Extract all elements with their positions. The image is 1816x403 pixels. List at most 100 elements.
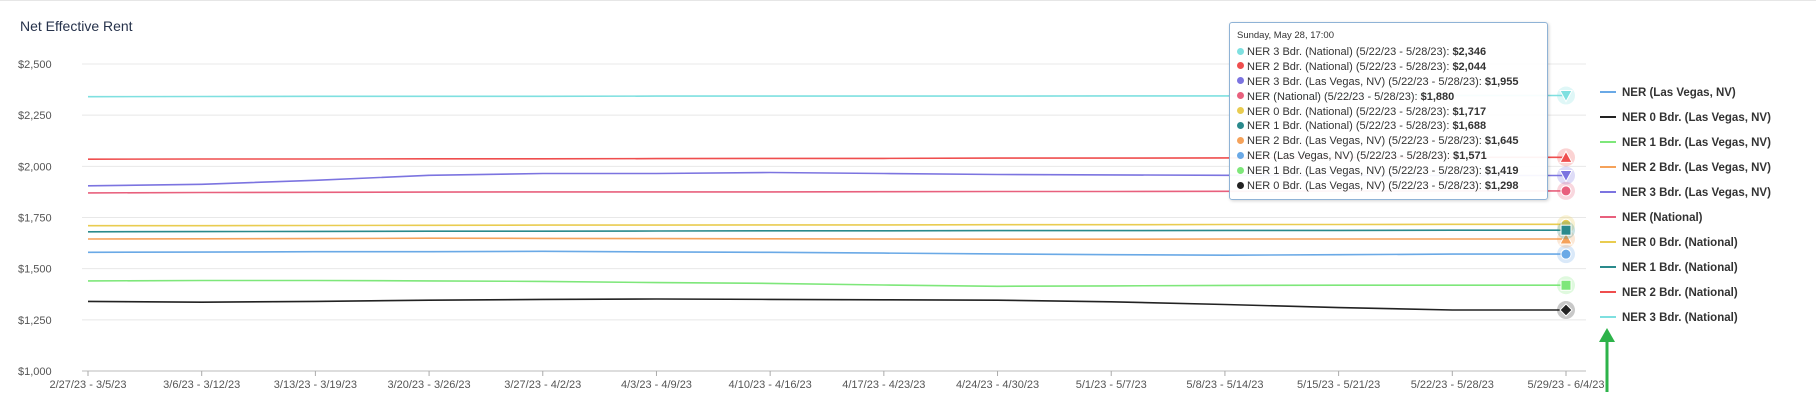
legend-item[interactable]: NER 3 Bdr. (National) (1600, 311, 1812, 336)
legend-label: NER 0 Bdr. (Las Vegas, NV) (1622, 112, 1771, 124)
legend-item[interactable]: NER 2 Bdr. (National) (1600, 286, 1812, 311)
tooltip-value: $1,955 (1484, 75, 1519, 88)
y-tick-label: $1,250 (18, 315, 52, 327)
y-tick-label: $2,000 (18, 161, 52, 173)
legend-swatch (1600, 240, 1616, 243)
legend-label: NER 2 Bdr. (National) (1622, 287, 1738, 299)
gridlines (82, 63, 1586, 372)
legend-item[interactable]: NER (Las Vegas, NV) (1600, 86, 1812, 111)
tooltip-dot (1237, 62, 1244, 70)
tooltip-value: $1,880 (1420, 90, 1455, 103)
legend-item[interactable]: NER 1 Bdr. (Las Vegas, NV) (1600, 136, 1812, 161)
tooltip-dot (1237, 107, 1244, 115)
tooltip-dot (1237, 122, 1244, 130)
series-marker-4 (1559, 170, 1573, 183)
x-tick-label: 4/10/23 - 4/16/23 (729, 379, 812, 391)
series-line-2 (87, 279, 1566, 288)
series-line-3 (87, 237, 1566, 240)
tooltip-label: NER 0 Bdr. (National) (5/22/23 - 5/28/23… (1247, 105, 1453, 118)
series-marker-7 (1560, 224, 1572, 236)
series-marker-3 (1559, 231, 1573, 245)
legend-label: NER 2 Bdr. (Las Vegas, NV) (1622, 162, 1771, 174)
x-tick-label: 5/29/23 - 6/4/23 (1527, 379, 1604, 391)
x-tick-label: 3/27/23 - 4/2/23 (504, 379, 581, 391)
tooltip-label: NER (Las Vegas, NV) (5/22/23 - 5/28/23): (1247, 150, 1454, 163)
top-border (0, 0, 1816, 1)
tooltip-value: $1,688 (1452, 120, 1487, 133)
tooltip-row: NER (National) (5/22/23 - 5/28/23): $1,8… (1237, 90, 1540, 105)
legend-label: NER 0 Bdr. (National) (1622, 237, 1738, 249)
tooltip-header: Sunday, May 28, 17:00 (1237, 30, 1334, 41)
x-axis: 2/27/23 - 3/5/23 3/6/23 - 3/12/23 3/13/23 … (49, 371, 1605, 391)
x-tick-label: 4/24/23 - 4/30/23 (956, 379, 1039, 391)
legend-item[interactable]: NER (National) (1600, 211, 1812, 236)
tooltip-row: NER 2 Bdr. (National) (5/22/23 - 5/28/23… (1237, 60, 1540, 75)
series-line-1 (87, 298, 1566, 311)
y-tick-label: $2,250 (18, 110, 52, 122)
x-tick-label: 3/13/23 - 3/19/23 (274, 379, 357, 391)
x-tick-label: 3/20/23 - 3/26/23 (387, 379, 470, 391)
tooltip-label: NER 3 Bdr. (National) (5/22/23 - 5/28/23… (1247, 46, 1453, 58)
tooltip-rows: NER 3 Bdr. (National) (5/22/23 - 5/28/23… (1237, 45, 1540, 194)
up-arrow-icon (1599, 328, 1615, 392)
legend-swatch (1600, 190, 1616, 193)
x-tick-label: 3/6/23 - 3/12/23 (163, 379, 240, 391)
chart-tooltip: Sunday, May 28, 17:00 NER 3 Bdr. (Nation… (1229, 22, 1548, 200)
arrow-head (1599, 328, 1615, 342)
tooltip-value: $1,717 (1452, 105, 1487, 118)
tooltip-row: NER 0 Bdr. (Las Vegas, NV) (5/22/23 - 5/… (1237, 179, 1540, 194)
tooltip-value: $1,419 (1484, 165, 1519, 178)
chart-title: Net Effective Rent (20, 18, 133, 34)
series-marker-9 (1559, 90, 1573, 103)
tooltip-value: $1,645 (1484, 135, 1519, 148)
series-line-7 (87, 229, 1566, 233)
tooltip-dot (1237, 136, 1244, 144)
tooltip-row: NER 3 Bdr. (National) (5/22/23 - 5/28/23… (1237, 45, 1540, 60)
x-tick-label: 4/3/23 - 4/9/23 (621, 379, 692, 391)
tooltip-row: NER 3 Bdr. (Las Vegas, NV) (5/22/23 - 5/… (1237, 75, 1540, 90)
legend-label: NER (National) (1622, 212, 1703, 224)
tooltip-label: NER 2 Bdr. (Las Vegas, NV) (5/22/23 - 5/… (1247, 135, 1485, 148)
tooltip-label: NER (National) (5/22/23 - 5/28/23): (1247, 90, 1421, 103)
tooltip-label: NER 3 Bdr. (Las Vegas, NV) (5/22/23 - 5/… (1247, 75, 1485, 88)
legend-item[interactable]: NER 3 Bdr. (Las Vegas, NV) (1600, 186, 1812, 211)
legend-swatch (1600, 140, 1616, 143)
tooltip-dot (1237, 77, 1244, 85)
series-line-0 (87, 250, 1566, 257)
legend-item[interactable]: NER 0 Bdr. (National) (1600, 236, 1812, 261)
series-marker-0 (1560, 248, 1572, 260)
legend-item[interactable]: NER 2 Bdr. (Las Vegas, NV) (1600, 161, 1812, 186)
legend-swatch (1600, 315, 1616, 318)
tooltip-label: NER 1 Bdr. (National) (5/22/23 - 5/28/23… (1247, 120, 1453, 133)
x-tick-label: 4/17/23 - 4/23/23 (842, 379, 925, 391)
legend-label: NER 1 Bdr. (National) (1622, 262, 1738, 274)
x-tick-label: 5/8/23 - 5/14/23 (1186, 379, 1263, 391)
legend-swatch (1600, 290, 1616, 293)
tooltip-dot (1237, 47, 1244, 55)
y-tick-label: $1,000 (18, 366, 52, 378)
tooltip-dot (1237, 166, 1244, 174)
tooltip-value: $1,571 (1453, 150, 1487, 163)
legend-label: NER (Las Vegas, NV) (1622, 87, 1736, 99)
series-line-6 (88, 223, 1566, 227)
legend-label: NER 3 Bdr. (Las Vegas, NV) (1622, 187, 1771, 199)
legend-swatch (1600, 265, 1616, 268)
legend-swatch (1600, 215, 1616, 218)
series-marker-8 (1559, 150, 1573, 163)
x-tick-label: 5/22/23 - 5/28/23 (1411, 379, 1494, 391)
y-tick-label: $1,750 (18, 213, 52, 225)
tooltip-dot (1237, 151, 1244, 159)
series-marker-5 (1560, 185, 1572, 197)
series-lines (87, 94, 1566, 311)
tooltip-label: NER 1 Bdr. (Las Vegas, NV) (5/22/23 - 5/… (1247, 165, 1485, 178)
tooltip-dot (1237, 181, 1244, 189)
x-tick-label: 2/27/23 - 3/5/23 (49, 379, 126, 391)
x-tick-label: 5/15/23 - 5/21/23 (1297, 379, 1380, 391)
tooltip-row: NER 1 Bdr. (National) (5/22/23 - 5/28/23… (1237, 119, 1540, 134)
legend-item[interactable]: NER 0 Bdr. (Las Vegas, NV) (1600, 111, 1812, 136)
y-tick-label: $1,500 (18, 264, 52, 276)
tooltip-row: NER 2 Bdr. (Las Vegas, NV) (5/22/23 - 5/… (1237, 134, 1540, 149)
legend-item[interactable]: NER 1 Bdr. (National) (1600, 261, 1812, 286)
tooltip-row: NER (Las Vegas, NV) (5/22/23 - 5/28/23):… (1237, 149, 1540, 164)
